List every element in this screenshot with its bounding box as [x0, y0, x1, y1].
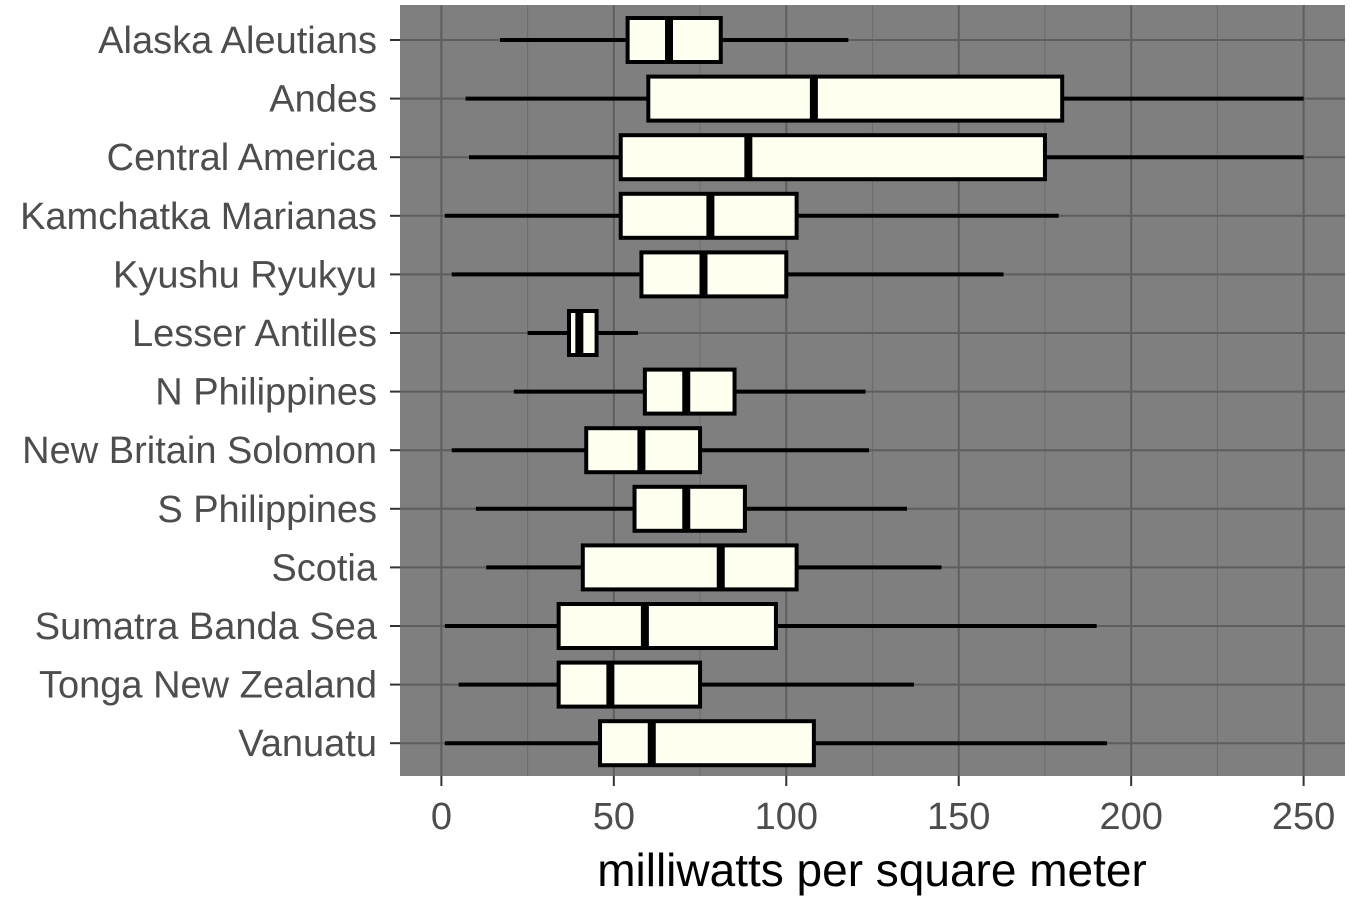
category-label: Scotia	[271, 547, 377, 589]
boxes	[444, 16, 1304, 768]
box-group	[527, 309, 638, 357]
box	[625, 16, 723, 64]
box-group	[444, 602, 1097, 650]
category-label: Kyushu Ryukyu	[113, 254, 377, 296]
box-group	[486, 543, 942, 592]
category-label: Andes	[269, 79, 377, 121]
x-axis: 0 50 100 150 200 250	[431, 776, 1335, 838]
category-label: Vanuatu	[238, 723, 377, 765]
category-label: N Philippines	[155, 372, 377, 414]
y-axis: Alaska Aleutians Andes Central America Kamc…	[20, 20, 400, 765]
box-group	[465, 74, 1304, 123]
x-tick-label: 250	[1272, 796, 1335, 838]
x-axis-title: milliwatts per square meter	[597, 844, 1147, 896]
x-tick-label: 50	[593, 796, 635, 838]
category-label: S Philippines	[157, 489, 377, 531]
box	[618, 133, 1047, 182]
category-label: Kamchatka Marianas	[20, 196, 377, 238]
box-group	[458, 660, 914, 709]
category-label: Alaska Aleutians	[98, 20, 377, 62]
category-label: Tonga New Zealand	[39, 665, 377, 707]
box	[598, 719, 816, 768]
x-tick-label: 0	[431, 796, 452, 838]
category-label: Sumatra Banda Sea	[35, 606, 378, 648]
category-label: Lesser Antilles	[132, 313, 377, 355]
box-group	[468, 133, 1304, 182]
category-label: New Britain Solomon	[22, 430, 377, 472]
box	[556, 660, 703, 709]
box-group	[444, 191, 1059, 240]
box	[580, 543, 799, 592]
x-tick-label: 200	[1099, 796, 1162, 838]
box-group	[444, 719, 1108, 768]
category-label: Central America	[107, 137, 378, 179]
box	[639, 250, 789, 299]
x-tick-label: 150	[927, 796, 990, 838]
x-tick-label: 100	[755, 796, 818, 838]
box-group	[451, 426, 870, 475]
box	[646, 74, 1065, 123]
box-group	[451, 250, 1004, 299]
box-group	[475, 484, 907, 533]
box-group	[513, 367, 866, 416]
box	[556, 602, 778, 650]
box-group	[500, 16, 849, 64]
